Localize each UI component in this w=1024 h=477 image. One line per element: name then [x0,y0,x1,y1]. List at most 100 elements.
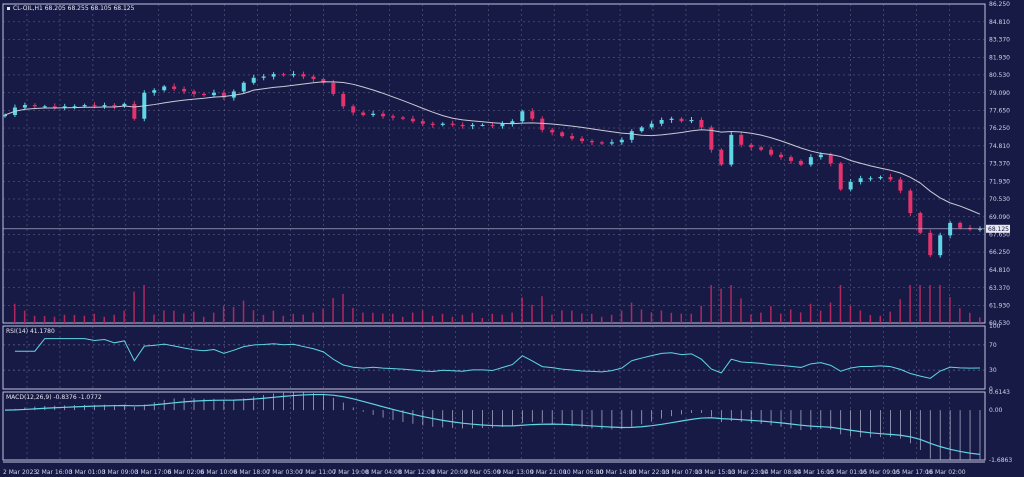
y-tick-label: 63.370 [989,285,1010,292]
volume-bar [969,312,971,323]
candle-body [739,134,744,145]
volume-bar [411,312,414,323]
macd-tick-label: 0.6143 [989,389,1010,396]
y-tick-label: 67.650 [989,232,1010,239]
candle-body [221,92,226,98]
candle-body [709,127,714,150]
candle-body [162,86,167,91]
candle-body [62,106,67,108]
candle-body [132,103,137,119]
volume-bar [780,313,782,323]
candle-body [192,91,197,94]
candle-body [460,124,465,127]
volume-bar [282,315,285,323]
candle-body [82,105,87,107]
macd-tick-label: 0.00 [989,407,1003,414]
volume-bar [392,313,394,323]
volume-bar [222,306,225,323]
macd-tick-label: -1.6863 [989,457,1012,464]
volume-bar [471,312,474,323]
candle-body [898,179,903,191]
candle-body [868,178,873,180]
candle-body [689,119,694,122]
candle-body [381,113,386,117]
symbol-icon [7,7,10,10]
x-tick-label: 7 Mar 19:00 [332,469,368,476]
volume-bar [382,313,384,323]
candle-body [609,142,614,144]
x-tick-label: 8 Mar 12:00 [398,469,434,476]
x-tick-label: 13 Mar 15:00 [695,469,735,476]
candle-body [669,118,674,120]
y-tick-label: 64.810 [989,267,1010,274]
y-tick-label: 74.810 [989,143,1010,150]
volume-bar [232,307,235,323]
rsi-line [14,338,981,379]
candle-body [301,74,306,77]
candle-body [858,178,863,182]
pane-frame-1 [2,325,986,390]
y-tick-label: 86.250 [989,1,1010,8]
candle-body [361,112,366,116]
candle-body [560,132,565,137]
rsi-tick-label: 30 [989,367,997,374]
candle-body [769,149,774,155]
volume-bar [461,314,464,323]
x-tick-label: 6 Mar 10:00 [201,469,237,476]
volume-bar [113,314,115,323]
volume-bar [959,308,961,323]
candle-body [779,154,784,158]
volume-bar [740,298,742,323]
candle-body [629,131,634,140]
volume-bar [770,306,772,323]
volume-bar [421,310,424,323]
candle-body [649,123,654,128]
candle-body [570,136,575,139]
volume-bar [163,310,165,323]
x-tick-label: 3 Mar 17:00 [135,469,171,476]
y-tick-label: 76.250 [989,125,1010,132]
candle-body [818,154,823,158]
candle-body [182,88,187,92]
candle-body [500,123,505,127]
volume-bar [650,312,653,323]
rsi-title: RSI(14) 41.1780 [6,328,55,335]
candle-body [848,181,853,190]
volume-bar [899,299,901,323]
volume-bar [352,308,354,323]
current-price-label: 68.125 [988,226,1009,233]
volume-bar [103,316,105,323]
volume-bar [590,313,593,323]
candle-body [430,123,435,125]
volume-bar [869,315,872,323]
y-tick-label: 66.250 [989,249,1010,256]
candle-body [580,138,585,142]
candle-body [281,74,286,76]
volume-bar [173,310,175,323]
volume-bar [362,312,364,323]
volume-bar [551,314,553,323]
candle-body [42,106,47,108]
candle-body [391,116,396,118]
volume-bar [123,310,125,323]
x-tick-label: 14 Mar 16:00 [794,469,834,476]
volume-bar [809,303,812,323]
volume-bar [929,285,931,323]
candle-body [201,93,206,96]
y-tick-label: 80.530 [989,72,1010,79]
candle-body [341,93,346,107]
candle-body [938,235,943,256]
volume-bar [979,317,981,323]
candle-body [908,190,913,213]
y-tick-label: 69.090 [989,214,1010,221]
volume-bar [73,315,76,323]
volume-bar [630,302,633,323]
volume-bar [13,303,16,323]
volume-bar [730,285,732,323]
x-tick-label: 10 Mar 06:00 [563,469,603,476]
volume-bar [610,314,613,323]
volume-bar [849,305,852,323]
candle-body [928,232,933,256]
volume-bar [521,297,523,323]
